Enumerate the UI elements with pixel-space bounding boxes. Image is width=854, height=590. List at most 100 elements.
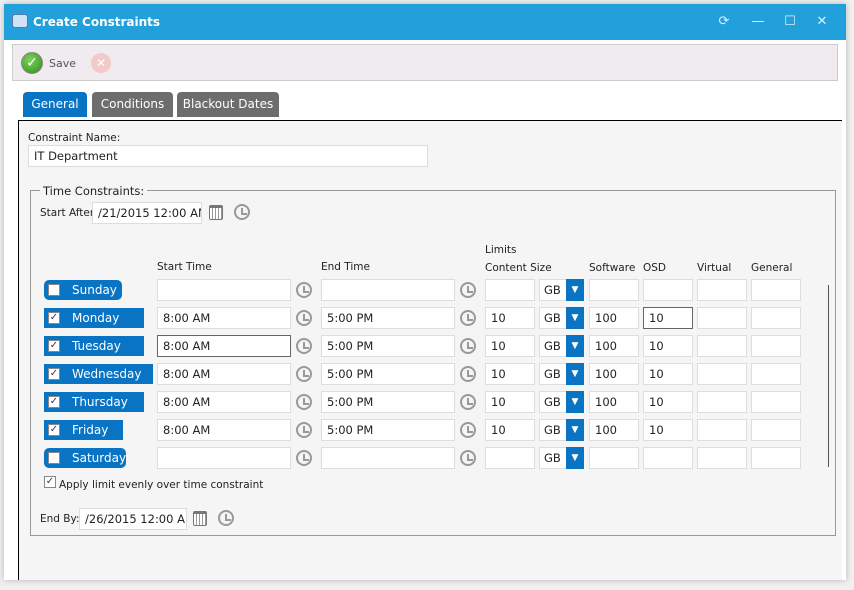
day-checkbox-thursday[interactable]: ✓ [48,396,60,408]
virtual-input[interactable] [697,307,747,329]
end-time-input[interactable] [321,447,455,469]
software-input[interactable]: 100 [589,419,639,441]
general-input[interactable] [751,363,801,385]
osd-input[interactable]: 10 [643,363,693,385]
end-time-input[interactable]: 5:00 PM [321,419,455,441]
content-size-input[interactable]: 10 [485,335,535,357]
unit-select[interactable]: GB [539,363,569,385]
clock-icon[interactable] [460,338,476,354]
unit-select[interactable]: GB [539,447,569,469]
osd-input[interactable]: 10 [643,419,693,441]
general-input[interactable] [751,335,801,357]
clock-icon[interactable] [234,204,250,220]
software-input[interactable]: 100 [589,391,639,413]
clock-icon[interactable] [460,366,476,382]
day-checkbox-saturday[interactable] [48,452,60,464]
content-size-input[interactable]: 10 [485,363,535,385]
unit-select[interactable]: GB [539,419,569,441]
chevron-down-icon[interactable]: ▼ [566,419,584,441]
virtual-input[interactable] [697,279,747,301]
clock-icon[interactable] [218,510,234,526]
unit-select[interactable]: GB [539,335,569,357]
chevron-down-icon[interactable]: ▼ [566,391,584,413]
clock-icon[interactable] [460,310,476,326]
general-input[interactable] [751,307,801,329]
start-time-input[interactable]: 8:00 AM [157,363,291,385]
refresh-icon[interactable]: ⟳ [718,14,730,29]
content-size-input[interactable] [485,279,535,301]
close-icon[interactable]: ✕ [816,14,828,29]
clock-icon[interactable] [296,310,312,326]
virtual-input[interactable] [697,391,747,413]
chevron-down-icon[interactable]: ▼ [566,307,584,329]
chevron-down-icon[interactable]: ▼ [566,279,584,301]
virtual-input[interactable] [697,363,747,385]
content-size-input[interactable]: 10 [485,391,535,413]
calendar-icon[interactable] [209,205,223,220]
start-after-input[interactable]: /21/2015 12:00 AM [92,202,202,224]
software-input[interactable]: 100 [589,335,639,357]
start-time-input[interactable] [157,447,291,469]
content-size-input[interactable]: 10 [485,307,535,329]
cancel-button[interactable]: ✕ [91,53,111,73]
clock-icon[interactable] [296,338,312,354]
clock-icon[interactable] [296,366,312,382]
end-time-input[interactable]: 5:00 PM [321,335,455,357]
day-checkbox-sunday[interactable] [48,284,60,296]
osd-input[interactable]: 10 [643,335,693,357]
chevron-down-icon[interactable]: ▼ [566,447,584,469]
clock-icon[interactable] [296,450,312,466]
software-input[interactable] [589,447,639,469]
end-time-input[interactable]: 5:00 PM [321,391,455,413]
clock-icon[interactable] [296,394,312,410]
general-input[interactable] [751,391,801,413]
day-checkbox-wednesday[interactable]: ✓ [48,368,60,380]
osd-input[interactable]: 10 [643,391,693,413]
content-size-input[interactable]: 10 [485,419,535,441]
unit-select[interactable]: GB [539,391,569,413]
save-button[interactable]: ✓ Save [21,51,76,75]
unit-select[interactable]: GB [539,307,569,329]
minimize-icon[interactable]: — [751,14,765,29]
end-time-input[interactable]: 5:00 PM [321,363,455,385]
end-time-input[interactable] [321,279,455,301]
clock-icon[interactable] [296,422,312,438]
osd-input[interactable] [643,447,693,469]
clock-icon[interactable] [460,394,476,410]
osd-input[interactable]: 10 [643,307,693,329]
day-checkbox-monday[interactable]: ✓ [48,312,60,324]
end-time-input[interactable]: 5:00 PM [321,307,455,329]
virtual-input[interactable] [697,447,747,469]
end-by-input[interactable]: /26/2015 12:00 AM [79,508,187,530]
start-time-input[interactable]: 8:00 AM [157,419,291,441]
chevron-down-icon[interactable]: ▼ [566,335,584,357]
day-checkbox-friday[interactable]: ✓ [48,424,60,436]
general-input[interactable] [751,447,801,469]
start-time-input[interactable]: 8:00 AM [157,307,291,329]
tab-general[interactable]: General [23,92,87,117]
tab-blackout-dates[interactable]: Blackout Dates [177,92,279,117]
maximize-icon[interactable]: ☐ [784,14,796,29]
start-time-input[interactable] [157,279,291,301]
day-checkbox-tuesday[interactable]: ✓ [48,340,60,352]
osd-input[interactable] [643,279,693,301]
constraint-name-input[interactable]: IT Department [28,145,428,167]
scrollbar[interactable] [828,285,829,467]
general-input[interactable] [751,419,801,441]
general-input[interactable] [751,279,801,301]
software-input[interactable]: 100 [589,363,639,385]
start-time-input[interactable]: 8:00 AM [157,335,291,357]
virtual-input[interactable] [697,335,747,357]
tab-conditions[interactable]: Conditions [92,92,173,117]
software-input[interactable] [589,279,639,301]
clock-icon[interactable] [460,422,476,438]
content-size-input[interactable] [485,447,535,469]
calendar-icon[interactable] [193,511,207,526]
start-time-input[interactable]: 8:00 AM [157,391,291,413]
software-input[interactable]: 100 [589,307,639,329]
virtual-input[interactable] [697,419,747,441]
unit-select[interactable]: GB [539,279,569,301]
clock-icon[interactable] [460,282,476,298]
apply-evenly-checkbox[interactable]: ✓ [44,476,56,488]
clock-icon[interactable] [296,282,312,298]
